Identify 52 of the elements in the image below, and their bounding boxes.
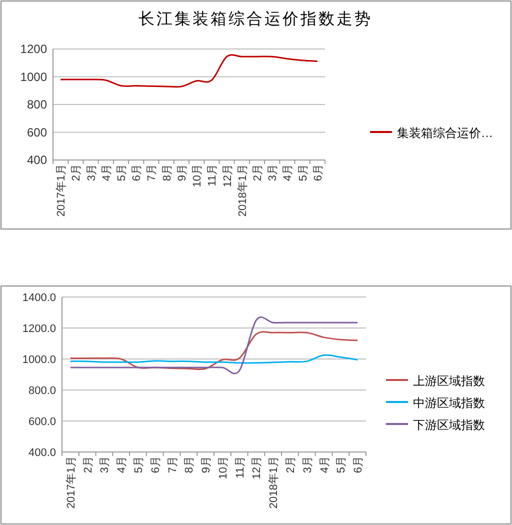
y-tick-label: 400.0	[28, 447, 56, 459]
x-tick-label: 3月	[99, 456, 112, 474]
legend-label: 中游区域指数	[413, 396, 485, 410]
x-tick-label: 4月	[116, 456, 128, 474]
x-tick-label: 12月	[222, 164, 234, 188]
x-tick-label: 3月	[86, 164, 98, 182]
y-tick-label: 1400.0	[22, 292, 56, 304]
x-tick-label: 7月	[146, 164, 158, 182]
x-tick-label: 2018年1月	[236, 164, 249, 217]
x-tick-label: 2017年1月	[56, 164, 68, 217]
x-tick-label: 6月	[312, 164, 324, 182]
x-tick-label: 2017年1月	[65, 456, 78, 509]
x-tick-label: 5月	[336, 456, 348, 474]
x-tick-label: 10月	[192, 164, 204, 188]
x-tick-label: 11月	[234, 456, 246, 478]
legend-label: 集装箱综合运价…	[397, 126, 493, 140]
legend-label: 上游区域指数	[413, 374, 485, 388]
x-tick-label: 2月	[285, 456, 297, 474]
x-tick-label: 12月	[251, 456, 264, 480]
x-tick-label: 3月	[302, 456, 314, 474]
x-tick-label: 2月	[70, 164, 83, 182]
x-tick-label: 2018年1月	[268, 456, 280, 509]
y-tick-label: 800.0	[28, 385, 56, 397]
x-tick-label: 10月	[217, 456, 230, 480]
x-tick-label: 3月	[267, 164, 280, 182]
x-tick-label: 7月	[166, 456, 179, 474]
x-tick-label: 8月	[161, 164, 174, 182]
y-tick-label: 1200	[20, 42, 48, 56]
x-tick-label: 6月	[352, 456, 365, 474]
y-tick-label: 400	[26, 153, 48, 167]
x-tick-label: 6月	[150, 456, 162, 474]
x-tick-label: 9月	[200, 456, 213, 474]
x-tick-label: 11月	[206, 164, 219, 186]
x-tick-label: 5月	[297, 164, 310, 182]
y-tick-label: 600.0	[28, 416, 56, 428]
x-tick-label: 4月	[318, 456, 331, 474]
y-tick-label: 600	[26, 125, 48, 140]
x-tick-label: 9月	[176, 164, 188, 182]
chart-title: 长江集装箱综合运价指数走势	[138, 10, 372, 28]
x-tick-label: 8月	[184, 456, 196, 474]
y-tick-label: 1000	[20, 70, 48, 84]
x-tick-label: 5月	[116, 164, 128, 182]
x-tick-label: 4月	[282, 164, 294, 182]
x-tick-label: 4月	[100, 164, 113, 182]
x-tick-label: 2月	[252, 164, 264, 182]
y-tick-label: 1200.0	[22, 323, 56, 335]
legend-label: 下游区域指数	[413, 418, 485, 432]
y-tick-label: 1000.0	[22, 354, 56, 366]
y-tick-label: 800	[26, 98, 48, 112]
x-tick-label: 5月	[133, 456, 145, 474]
x-tick-label: 2月	[82, 456, 94, 474]
x-tick-label: 6月	[131, 164, 144, 182]
